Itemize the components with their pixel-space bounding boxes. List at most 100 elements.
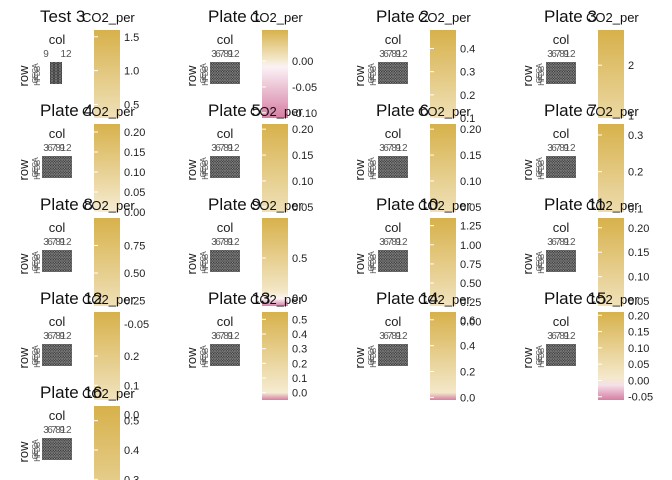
heatmap-cell [61,446,65,449]
heatmap-cell [234,363,238,366]
legend-tick-label: 0.0 [292,388,307,400]
heatmap-cell [545,75,549,79]
heatmap-cell [69,255,73,259]
heatmap-cell [219,75,223,79]
col-tick-label: 3 [211,49,217,60]
heatmap-cell [395,75,399,79]
col-tick-label: 3 [379,237,385,248]
heatmap-cell [66,258,70,261]
row-tick-label: D [369,164,378,170]
heatmap-cell [49,451,53,455]
heatmap-cell [402,263,406,267]
heatmap-cell [56,360,60,364]
x-axis-label: col [49,126,66,141]
heatmap-cell [217,360,221,364]
row-tick-label: E [367,355,376,360]
heatmap-cell [545,258,549,261]
heatmap-cell [402,360,406,364]
heatmap-cell [382,75,386,79]
legend-title: CO2_per [250,198,303,213]
heatmap-cell [545,164,549,167]
heatmap-cell [59,349,63,353]
heatmap-cell [69,438,73,441]
heatmap-cell [377,363,381,366]
heatmap-cell [44,172,48,176]
heatmap-cell [51,346,55,350]
heatmap-cell [227,164,231,167]
heatmap-cell [219,164,223,167]
legend-colorbar [94,218,120,306]
legend-title: CO2_per [418,292,471,307]
heatmap-cell [56,454,60,458]
heatmap-cell [555,81,559,84]
heatmap-cell [59,164,63,167]
col-tick-label: 8 [55,425,61,436]
heatmap-cell [41,164,45,167]
heatmap-cell [560,73,564,76]
heatmap-cell [61,156,65,159]
legend-colorbar [598,30,624,118]
heatmap-cell [548,167,552,170]
heatmap-cell [49,457,53,460]
heatmap-cell [212,263,216,267]
heatmap-cell [573,158,577,162]
row-tick-label: H [537,174,546,180]
heatmap-cell [227,64,231,68]
heatmap-cell [395,349,399,353]
heatmap-cell [234,263,238,267]
legend-tick-label: 0.00 [460,316,481,328]
heatmap-cell [550,62,554,65]
heatmap-cell [224,252,228,256]
heatmap-cell [46,449,50,452]
row-tick-label: F [201,169,210,174]
heatmap-cell [553,75,557,79]
row-tick-label: E [367,73,376,78]
row-tick-label: G [199,171,208,177]
heatmap-cell [392,81,396,84]
heatmap-cell [41,438,45,441]
heatmap-cell [555,349,559,353]
heatmap-cell [387,357,391,361]
heatmap-cell [573,261,577,264]
row-tick-label: G [367,77,376,83]
heatmap-cell [232,357,236,361]
heatmap-cell [563,161,567,165]
row-tick-label: D [33,164,42,170]
heatmap-cell [212,349,216,353]
row-tick-label: F [369,169,378,174]
heatmap-cell [209,172,213,176]
heatmap-cell [400,250,404,253]
heatmap-cell [44,252,48,256]
heatmap-cell [56,446,60,449]
heatmap-cell [49,261,53,264]
row-tick-label: C [367,350,376,356]
heatmap-cell [64,269,68,272]
heatmap-cell [54,454,58,458]
heatmap-cell [44,161,48,165]
heatmap-cell [553,346,557,350]
legend-tick-label: 0.25 [460,297,481,309]
legend-tick-label: 0.1 [628,203,643,215]
heatmap-cell [573,70,577,73]
heatmap-cell [59,446,63,449]
heatmap-cell [558,64,562,68]
col-tick-label: 7 [219,143,225,154]
heatmap-cell [232,158,236,162]
heatmap-cell [385,172,389,176]
heatmap-cell [397,156,401,159]
heatmap-cell [385,360,389,364]
row-tick-label: H [33,174,42,180]
heatmap-cell [61,252,65,256]
heatmap-cell [563,73,567,76]
heatmap-cell [568,167,572,170]
row-tick-label: H [369,362,378,368]
heatmap-cell [66,158,70,162]
row-tick-label: D [33,258,42,264]
heatmap-cell [212,64,216,68]
heatmap-cell [229,81,233,84]
heatmap-cell [224,352,228,355]
col-tick-label: 12 [396,143,408,154]
heatmap-cell [397,360,401,364]
heatmap-cell [560,269,564,272]
heatmap-cell [387,78,391,82]
